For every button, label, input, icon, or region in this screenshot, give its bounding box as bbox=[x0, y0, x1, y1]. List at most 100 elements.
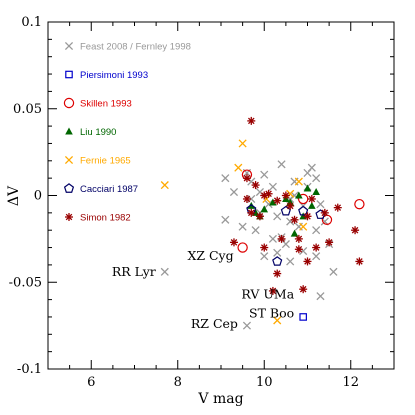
data-point bbox=[273, 316, 282, 325]
star-annotation: RZ Cep bbox=[191, 316, 238, 331]
legend-marker bbox=[64, 155, 74, 165]
data-point bbox=[286, 201, 295, 210]
data-point bbox=[255, 212, 264, 221]
x-tick-label: 6 bbox=[87, 375, 95, 390]
data-point bbox=[294, 177, 303, 186]
legend-marker bbox=[64, 41, 74, 51]
data-point bbox=[251, 181, 260, 190]
data-point bbox=[238, 139, 247, 148]
legend-label: Skillen 1993 bbox=[80, 99, 132, 110]
data-point bbox=[247, 116, 256, 125]
data-point bbox=[268, 182, 277, 191]
data-point bbox=[286, 217, 295, 226]
data-point bbox=[238, 222, 247, 231]
data-point bbox=[272, 256, 283, 266]
data-point bbox=[312, 226, 321, 235]
y-tick-label: 0 bbox=[34, 189, 42, 204]
data-point bbox=[277, 234, 286, 243]
y-tick-label: 0.05 bbox=[13, 102, 42, 117]
data-point bbox=[160, 267, 169, 276]
x-tick-label: 10 bbox=[256, 375, 273, 390]
data-point bbox=[307, 194, 316, 203]
data-point bbox=[229, 238, 238, 247]
legend-label: Simon 1982 bbox=[80, 213, 131, 224]
data-point bbox=[303, 184, 312, 192]
data-point bbox=[294, 234, 303, 243]
legend-item: Simon 1982 bbox=[65, 213, 131, 224]
data-point bbox=[299, 246, 308, 256]
data-point bbox=[280, 205, 291, 216]
y-tick-label: -0.1 bbox=[17, 362, 42, 377]
data-point bbox=[260, 170, 269, 179]
data-point bbox=[221, 174, 230, 183]
data-point bbox=[260, 191, 269, 200]
data-point bbox=[160, 181, 169, 190]
star-annotation: RR Lyr bbox=[112, 264, 156, 279]
data-point bbox=[229, 187, 239, 197]
legend-marker bbox=[65, 127, 73, 135]
data-point bbox=[295, 191, 303, 199]
data-point bbox=[299, 285, 308, 294]
x-tick-label: 8 bbox=[174, 375, 182, 390]
data-point bbox=[312, 252, 321, 261]
star-annotation: RV UMa bbox=[241, 286, 294, 301]
data-point bbox=[237, 242, 248, 253]
data-point bbox=[299, 222, 308, 231]
data-point bbox=[299, 313, 307, 321]
legend-item: Liu 1990 bbox=[65, 127, 116, 138]
data-point bbox=[290, 229, 299, 237]
x-axis-label: V mag bbox=[197, 391, 243, 407]
data-point bbox=[333, 203, 342, 212]
legend-label: Cacciari 1987 bbox=[80, 184, 138, 195]
data-point bbox=[221, 215, 230, 224]
data-point bbox=[273, 212, 282, 221]
data-point bbox=[312, 174, 321, 183]
legend-item: Cacciari 1987 bbox=[63, 183, 138, 195]
data-point bbox=[325, 238, 334, 247]
legend-label: Liu 1990 bbox=[80, 127, 116, 138]
data-point bbox=[298, 205, 309, 216]
data-point bbox=[242, 194, 251, 203]
star-annotation: XZ Cyg bbox=[187, 248, 233, 263]
y-tick-label: -0.05 bbox=[9, 275, 42, 290]
data-point bbox=[273, 248, 282, 257]
data-point bbox=[351, 226, 360, 235]
legend-label: Piersimoni 1993 bbox=[80, 70, 148, 81]
legend-marker bbox=[65, 70, 73, 79]
legend-item: Fernie 1965 bbox=[64, 155, 131, 167]
data-point bbox=[273, 269, 282, 278]
data-point bbox=[260, 205, 269, 213]
data-point bbox=[286, 189, 295, 198]
data-point bbox=[286, 257, 295, 266]
data-point bbox=[251, 226, 260, 235]
data-point bbox=[294, 245, 303, 254]
data-point bbox=[316, 200, 325, 209]
legend-item: Feast 2008 / Fernley 1998 bbox=[64, 41, 191, 53]
data-point bbox=[268, 286, 277, 295]
data-point bbox=[329, 267, 338, 276]
legend-marker bbox=[65, 213, 73, 221]
legend-item: Skillen 1993 bbox=[63, 97, 132, 110]
annotations-layer: RR Lyr XZ Cyg RV UMa ST Boo RZ Cep bbox=[112, 248, 295, 331]
legend-marker bbox=[63, 183, 75, 193]
data-point bbox=[260, 252, 269, 261]
legend-label: Fernie 1965 bbox=[80, 156, 131, 167]
legend-label: Feast 2008 / Fernley 1998 bbox=[80, 42, 191, 53]
data-point bbox=[297, 193, 309, 205]
data-point bbox=[307, 163, 316, 172]
data-point bbox=[281, 191, 290, 200]
data-point bbox=[268, 234, 277, 243]
legend-marker bbox=[63, 97, 75, 109]
star-annotation: ST Boo bbox=[249, 305, 294, 320]
x-tick-label: 12 bbox=[342, 375, 359, 390]
data-point bbox=[260, 243, 269, 252]
data-point bbox=[303, 257, 312, 266]
data-point bbox=[299, 212, 307, 220]
ticks-layer: 6 8 10 12 -0.1 -0.05 0 0.05 0.1 bbox=[9, 15, 394, 390]
data-point bbox=[312, 243, 321, 252]
legend: Feast 2008 / Fernley 1998 Piersimoni 1993… bbox=[63, 41, 191, 224]
data-point bbox=[312, 188, 320, 196]
data-point bbox=[277, 160, 286, 169]
data-point bbox=[290, 215, 299, 224]
data-point bbox=[308, 201, 316, 209]
